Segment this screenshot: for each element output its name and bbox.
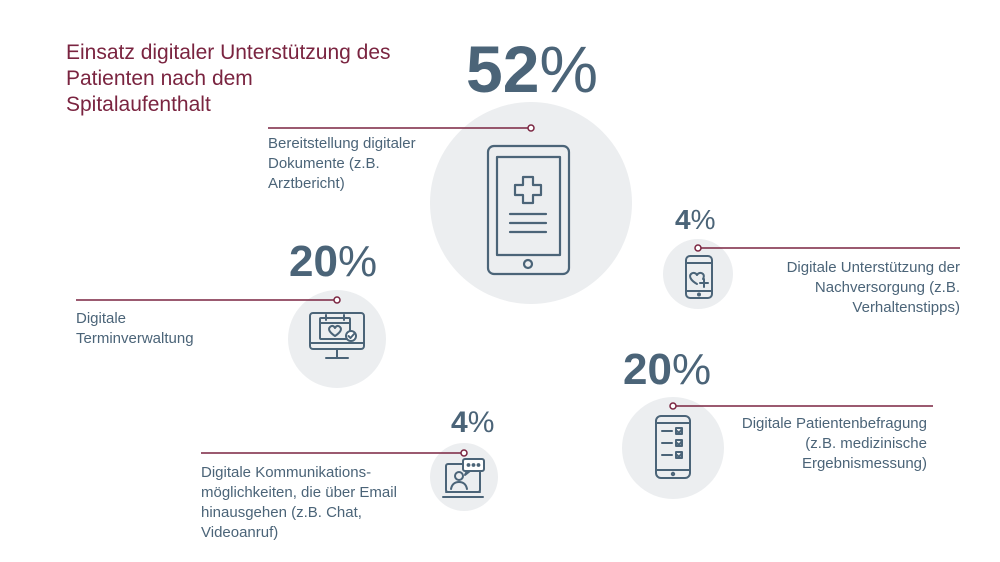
label-documents: Bereitstellung digitaler Dokumente (z.B.…	[268, 135, 416, 192]
chart-title: Einsatz digitaler Unterstützung des Pati…	[66, 41, 391, 116]
leader-line-aftercare	[694, 244, 960, 252]
label-survey: Digitale Patientenbefragung (z.B. medizi…	[741, 415, 927, 472]
percent-appointments: 20%	[289, 240, 377, 284]
percent-aftercare-number: 4	[675, 204, 691, 235]
monitor-calendar-icon	[309, 312, 365, 359]
percent-communication: 4%	[451, 408, 494, 438]
percent-documents: 52%	[466, 36, 598, 102]
percent-documents-symbol: %	[539, 32, 599, 106]
label-communication: Digitale Kommunikations-möglichkeiten, d…	[201, 464, 397, 541]
percent-communication-symbol: %	[467, 406, 495, 439]
leader-line-documents	[268, 124, 535, 132]
leader-line-appointments	[76, 296, 341, 304]
percent-appointments-symbol: %	[337, 237, 378, 286]
percent-aftercare-symbol: %	[690, 204, 716, 235]
percent-appointments-number: 20	[289, 237, 338, 286]
leader-line-communication	[201, 449, 468, 457]
tablet-medical-icon	[486, 144, 571, 276]
phone-checklist-icon	[655, 415, 691, 479]
leader-line-survey	[669, 402, 933, 410]
percent-documents-number: 52	[466, 32, 540, 106]
percent-survey-number: 20	[623, 345, 672, 394]
percent-aftercare: 4%	[675, 206, 715, 234]
label-appointments: Digitale Terminverwaltung	[76, 310, 194, 347]
percent-survey: 20%	[623, 348, 711, 392]
label-aftercare: Digitale Unterstützung der Nachversorgun…	[786, 259, 960, 316]
phone-heart-icon	[685, 255, 713, 299]
percent-survey-symbol: %	[671, 345, 712, 394]
percent-communication-number: 4	[451, 406, 468, 439]
laptop-chat-icon	[442, 458, 485, 498]
circle-survey	[622, 397, 724, 499]
